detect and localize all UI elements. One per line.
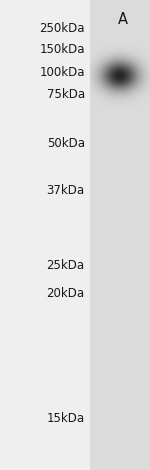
Text: 250kDa: 250kDa [39,22,85,35]
Text: 37kDa: 37kDa [47,184,85,197]
Text: 15kDa: 15kDa [47,412,85,425]
Text: 20kDa: 20kDa [47,287,85,300]
Text: 75kDa: 75kDa [47,87,85,101]
Bar [90,12,150,461]
Text: 150kDa: 150kDa [39,43,85,56]
Text: 100kDa: 100kDa [39,66,85,79]
Text: A: A [118,12,128,27]
Text: 50kDa: 50kDa [47,137,85,150]
Text: 25kDa: 25kDa [47,259,85,272]
